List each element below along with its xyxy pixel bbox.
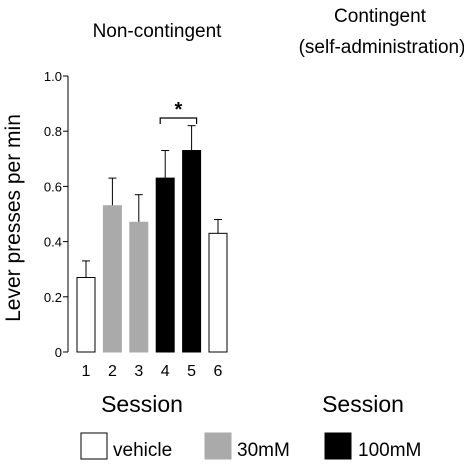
legend-swatch <box>80 432 108 460</box>
y-tick-label: 0.8 <box>44 124 62 139</box>
bar <box>102 205 122 353</box>
y-tick-label: 0.2 <box>44 290 62 305</box>
legend-swatch <box>324 432 352 460</box>
x-tick-label: 5 <box>187 363 196 380</box>
panel-subtitle: (self-administration) <box>299 37 464 58</box>
panel-contingent: Contingent (self-administration) Session <box>299 6 464 417</box>
y-tick-label: 0 <box>55 345 62 360</box>
legend: vehicle 30mM 100mM <box>80 432 421 461</box>
x-axis-label: Session <box>322 391 404 417</box>
x-tick-label: 2 <box>108 363 117 380</box>
y-axis-label: Lever presses per min <box>2 114 25 322</box>
bar <box>182 150 202 353</box>
x-tick-label: 3 <box>134 363 143 380</box>
significance-bracket <box>159 117 198 124</box>
legend-label: 100mM <box>358 440 421 461</box>
legend-label: vehicle <box>113 440 172 461</box>
legend-label: 30mM <box>237 440 290 461</box>
legend-item-30mm: 30mM <box>204 432 290 461</box>
bar <box>76 276 96 353</box>
x-axis-label: Session <box>101 391 183 417</box>
legend-item-vehicle: vehicle <box>80 432 172 461</box>
legend-swatch <box>204 432 232 460</box>
bar <box>129 221 149 353</box>
y-tick-label: 1.0 <box>44 69 62 84</box>
x-tick-label: 6 <box>214 363 223 380</box>
x-tick-label: 4 <box>161 363 170 380</box>
y-tick-label: 0.4 <box>44 235 62 250</box>
bar <box>208 232 228 353</box>
bar <box>155 177 175 353</box>
y-tick-label: 0.6 <box>44 179 62 194</box>
x-tick-label: 1 <box>82 363 91 380</box>
legend-item-100mm: 100mM <box>324 432 421 461</box>
panel-title: Contingent <box>334 6 427 27</box>
significance-label: * <box>175 99 183 121</box>
